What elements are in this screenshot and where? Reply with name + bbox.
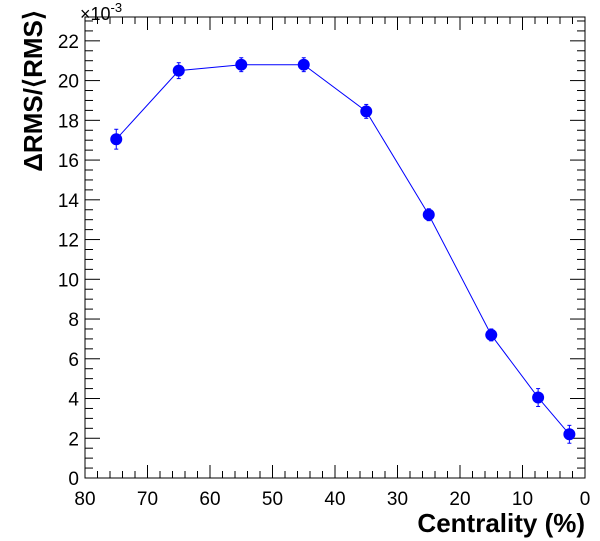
- data-point: [563, 428, 576, 441]
- x-tick-label: 80: [74, 489, 95, 510]
- y-tick-label: 2: [68, 429, 79, 450]
- x-tick-label: 40: [324, 489, 345, 510]
- y-axis-title: ΔRMS/⟨RMS⟩: [18, 10, 48, 172]
- data-point: [360, 105, 373, 118]
- x-tick-label: 70: [137, 489, 158, 510]
- data-point: [422, 208, 435, 221]
- y-axis-multiplier-base: ×10: [80, 4, 111, 24]
- y-tick-label: 16: [58, 151, 79, 172]
- x-tick-label: 50: [262, 489, 283, 510]
- x-axis-title: Centrality (%): [417, 508, 585, 538]
- x-tick-label: 0: [580, 489, 591, 510]
- series-line: [115, 64, 570, 435]
- data-point: [297, 58, 310, 71]
- data-point: [172, 64, 185, 77]
- x-tick-label: 20: [449, 489, 470, 510]
- y-tick-label: 14: [58, 191, 80, 212]
- y-tick-label: 8: [68, 310, 79, 331]
- y-axis-multiplier: ×10-3: [80, 0, 122, 24]
- y-tick-label: 22: [58, 32, 79, 53]
- data-point: [235, 58, 248, 71]
- series-layer: [110, 57, 576, 444]
- y-tick-label: 20: [58, 72, 79, 93]
- data-point: [110, 133, 123, 146]
- y-tick-label: 18: [58, 111, 79, 132]
- x-tick-label: 10: [512, 489, 533, 510]
- y-tick-label: 12: [58, 231, 79, 252]
- x-tick-label: 30: [387, 489, 408, 510]
- y-tick-label: 10: [58, 270, 79, 291]
- y-tick-label: 6: [68, 350, 79, 371]
- y-tick-label: 0: [68, 469, 79, 490]
- plot-frame: [84, 16, 586, 479]
- y-axis-multiplier-exponent: -3: [111, 0, 123, 15]
- data-point: [532, 391, 545, 404]
- axes: 80 70 60 50 40 30 20 10 0 0 2 4 6 8 10 12 14 16 18 20 22: [58, 16, 591, 510]
- y-tick-label: 4: [68, 390, 79, 411]
- data-point: [485, 328, 498, 341]
- x-tick-label: 60: [199, 489, 220, 510]
